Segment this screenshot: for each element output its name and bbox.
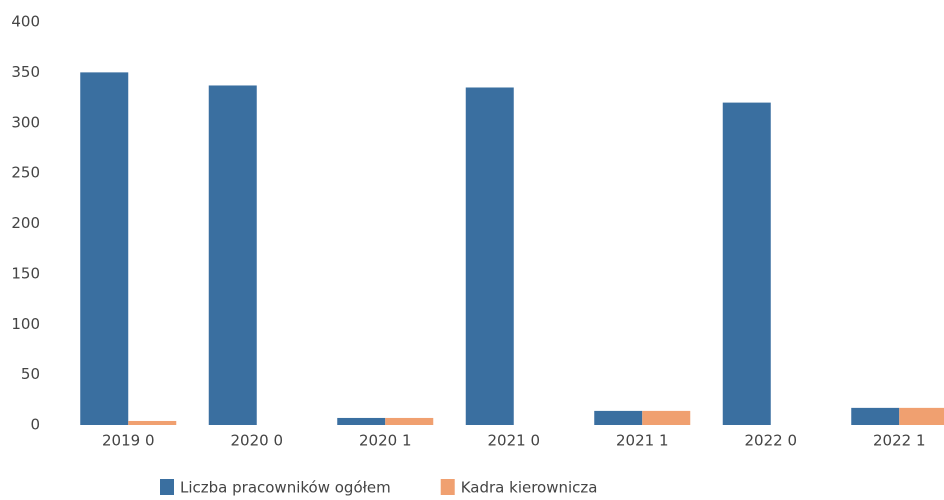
bar	[80, 72, 129, 425]
legend-swatch	[440, 479, 455, 495]
y-tick-label: 250	[11, 164, 40, 182]
y-tick-label: 400	[11, 13, 40, 31]
bar	[642, 410, 691, 425]
bar	[337, 417, 386, 425]
x-tick-label: 2021 0	[488, 432, 541, 450]
bar	[851, 407, 900, 425]
y-tick-label: 0	[30, 416, 40, 434]
x-tick-label: 2021 1	[616, 432, 669, 450]
y-tick-label: 50	[21, 365, 40, 383]
y-tick-label: 300	[11, 113, 40, 131]
bar	[899, 407, 944, 425]
y-tick-label: 100	[11, 315, 40, 333]
x-tick-label: 2022 0	[745, 432, 798, 450]
legend-label: Liczba pracowników ogółem	[180, 479, 391, 497]
x-tick-label: 2020 1	[359, 432, 412, 450]
y-tick-label: 200	[11, 214, 40, 232]
bar	[385, 417, 434, 425]
legend-label: Kadra kierownicza	[461, 479, 598, 497]
legend-swatch	[160, 479, 174, 495]
x-tick-label: 2019 0	[102, 432, 155, 450]
x-tick-label: 2022 1	[873, 432, 926, 450]
y-tick-label: 150	[11, 264, 40, 282]
bar	[465, 87, 514, 426]
bar	[594, 410, 643, 425]
y-tick-label: 350	[11, 63, 40, 81]
bar	[128, 420, 177, 425]
bar	[208, 85, 257, 425]
x-tick-label: 2020 0	[231, 432, 284, 450]
bar	[722, 102, 771, 425]
